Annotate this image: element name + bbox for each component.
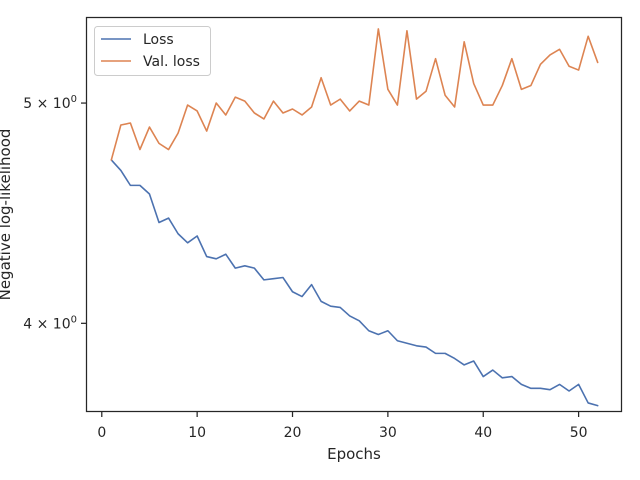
x-tick-label: 20 bbox=[284, 425, 302, 441]
x-tick-label: 0 bbox=[97, 425, 106, 441]
legend-label-loss: Loss bbox=[143, 32, 174, 48]
series-layer bbox=[110, 28, 599, 407]
y-axis-label: Negative log-likelihood bbox=[0, 129, 14, 301]
y-axis: 4 × 100 5 × 100 bbox=[23, 94, 87, 332]
x-axis: 0 10 20 30 40 50 bbox=[97, 411, 588, 441]
x-tick-label: 40 bbox=[474, 425, 492, 441]
series-line-val-loss bbox=[110, 28, 599, 161]
x-tick-label: 30 bbox=[379, 425, 397, 441]
legend-label-val-loss: Val. loss bbox=[143, 54, 200, 70]
x-tick-label: 10 bbox=[188, 425, 206, 441]
series-line-loss bbox=[110, 159, 599, 407]
y-tick-label: 5 × 100 bbox=[23, 94, 77, 112]
plot-frame bbox=[85, 16, 623, 413]
legend: Loss Val. loss bbox=[94, 26, 211, 76]
x-tick-label: 50 bbox=[570, 425, 588, 441]
y-tick-label: 4 × 100 bbox=[23, 314, 77, 332]
x-axis-label: Epochs bbox=[327, 445, 381, 463]
